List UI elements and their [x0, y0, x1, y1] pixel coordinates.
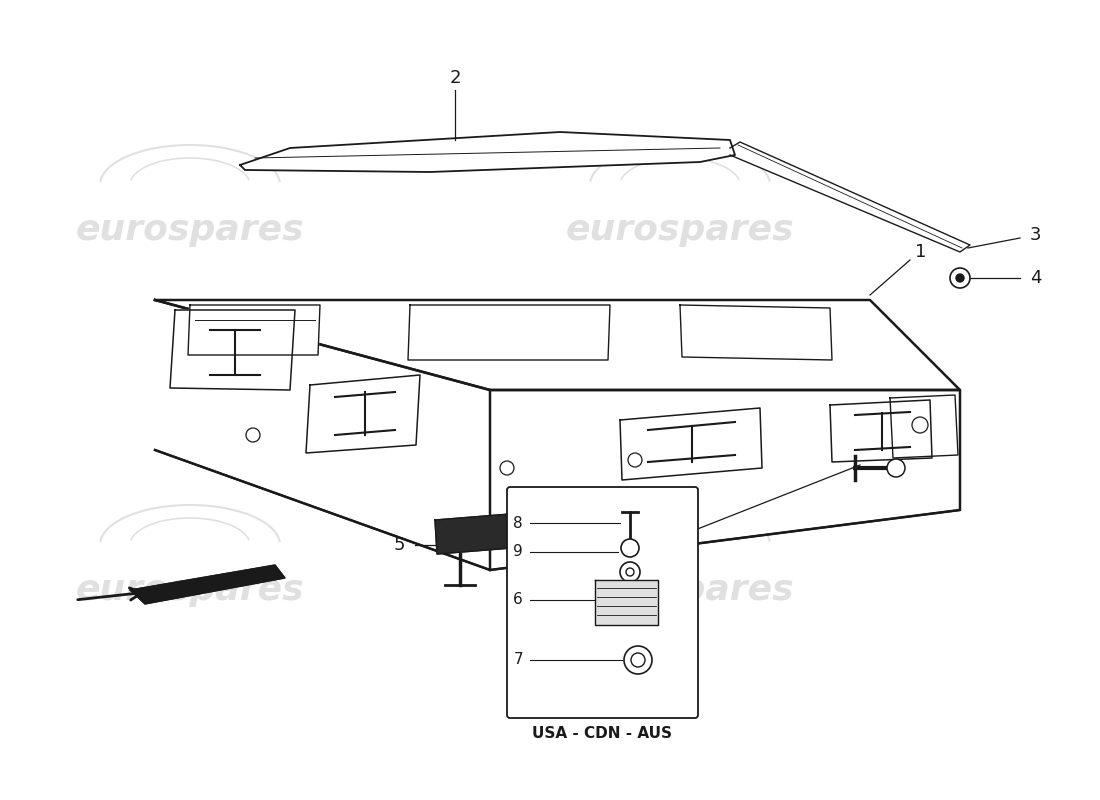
Circle shape — [631, 653, 645, 667]
Circle shape — [624, 646, 652, 674]
Circle shape — [887, 459, 905, 477]
Text: 8: 8 — [514, 515, 522, 530]
Polygon shape — [434, 510, 562, 554]
Text: eurospares: eurospares — [76, 573, 305, 607]
Circle shape — [500, 461, 514, 475]
Polygon shape — [408, 305, 611, 360]
Circle shape — [621, 539, 639, 557]
Polygon shape — [595, 580, 658, 625]
Polygon shape — [155, 300, 960, 390]
FancyBboxPatch shape — [507, 487, 698, 718]
Circle shape — [912, 417, 928, 433]
Polygon shape — [490, 390, 960, 570]
Text: eurospares: eurospares — [76, 213, 305, 247]
Text: USA - CDN - AUS: USA - CDN - AUS — [532, 726, 672, 741]
Polygon shape — [620, 408, 762, 480]
Polygon shape — [306, 375, 420, 453]
Circle shape — [626, 568, 634, 576]
Circle shape — [246, 428, 260, 442]
Polygon shape — [240, 132, 735, 172]
Text: 5: 5 — [394, 536, 405, 554]
Polygon shape — [680, 305, 832, 360]
Polygon shape — [830, 400, 932, 462]
Text: 9: 9 — [514, 545, 522, 559]
Circle shape — [950, 268, 970, 288]
Text: 2: 2 — [449, 69, 461, 87]
Polygon shape — [130, 565, 285, 604]
Text: 1: 1 — [915, 243, 926, 261]
Circle shape — [956, 274, 964, 282]
Text: eurospares: eurospares — [565, 213, 794, 247]
Polygon shape — [155, 300, 490, 570]
Circle shape — [628, 453, 642, 467]
Text: 4: 4 — [1030, 269, 1042, 287]
Text: 7: 7 — [514, 653, 522, 667]
Circle shape — [620, 562, 640, 582]
Text: eurospares: eurospares — [565, 573, 794, 607]
Polygon shape — [890, 395, 958, 458]
Polygon shape — [730, 142, 970, 252]
Polygon shape — [170, 310, 295, 390]
Polygon shape — [188, 305, 320, 355]
Text: 6: 6 — [514, 593, 522, 607]
Text: 3: 3 — [1030, 226, 1042, 244]
